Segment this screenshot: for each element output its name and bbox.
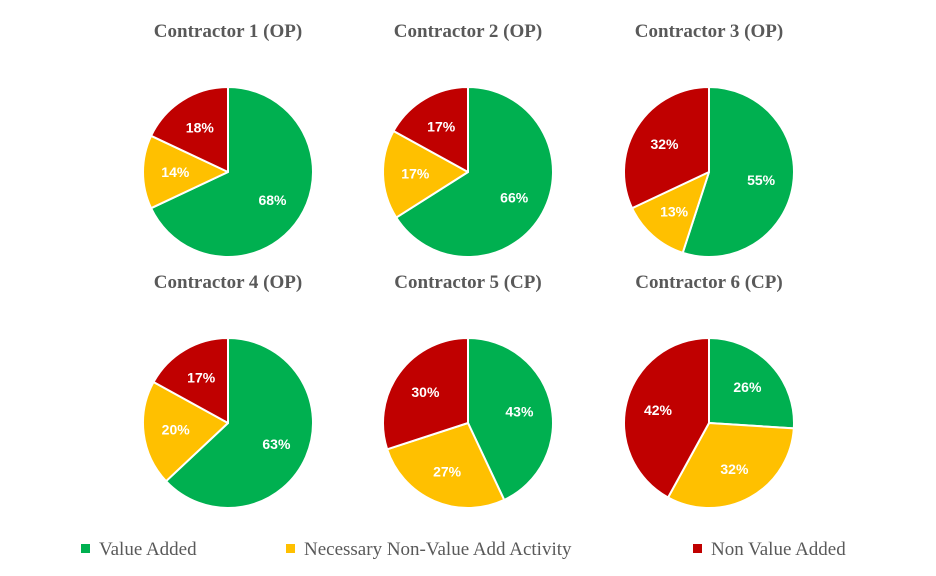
slice-data-label: 26% bbox=[733, 379, 762, 395]
pie-slice bbox=[708, 337, 795, 430]
pie-slice bbox=[667, 422, 795, 509]
pie-slice bbox=[631, 171, 710, 254]
slice-data-label: 20% bbox=[162, 422, 191, 438]
pie-title: Contractor 4 (OP) bbox=[154, 272, 302, 293]
pie-slice bbox=[386, 422, 506, 509]
legend-swatch bbox=[693, 544, 702, 553]
slice-data-label: 17% bbox=[401, 166, 430, 182]
pie-slice bbox=[392, 86, 469, 173]
pie-title: Contractor 1 (OP) bbox=[154, 21, 302, 42]
legend-item: Value Added bbox=[81, 539, 197, 560]
legend-item: Non Value Added bbox=[693, 539, 846, 560]
slice-data-label: 32% bbox=[720, 461, 749, 477]
pie-slice bbox=[142, 381, 229, 483]
slice-data-label: 30% bbox=[411, 384, 440, 400]
slice-data-label: 63% bbox=[262, 436, 291, 452]
pie-slice bbox=[150, 86, 229, 173]
pie-slice bbox=[467, 337, 554, 501]
pie-slice bbox=[382, 130, 469, 219]
legend-swatch bbox=[81, 544, 90, 553]
slice-data-label: 32% bbox=[650, 136, 679, 152]
slice-data-label: 55% bbox=[747, 172, 776, 188]
pie-slice bbox=[382, 337, 469, 451]
pie-title: Contractor 2 (OP) bbox=[394, 21, 542, 42]
pie-slice bbox=[622, 337, 710, 499]
pie-chart-4: Contractor 4 (OP) 63% 20% 17% bbox=[142, 272, 314, 509]
slice-data-label: 27% bbox=[433, 463, 462, 479]
pie-slice bbox=[681, 86, 795, 258]
pie-title: Contractor 5 (CP) bbox=[394, 272, 541, 293]
legend-swatch bbox=[286, 544, 295, 553]
pie-slice bbox=[165, 337, 314, 509]
slice-data-label: 13% bbox=[660, 204, 689, 220]
pie-title: Contractor 6 (CP) bbox=[635, 272, 782, 293]
slice-data-label: 17% bbox=[427, 119, 456, 135]
pie-chart-5: Contractor 5 (CP) 43% 27% 30% bbox=[382, 272, 554, 509]
legend-label: Value Added bbox=[99, 539, 197, 560]
slice-data-label: 66% bbox=[500, 189, 529, 205]
legend-label: Necessary Non-Value Add Activity bbox=[304, 539, 572, 560]
legend-item: Necessary Non-Value Add Activity bbox=[286, 539, 572, 560]
pie-slice bbox=[150, 86, 314, 258]
pie-chart-6: Contractor 6 (CP) 26% 32% 42% bbox=[622, 272, 795, 509]
pie-slice bbox=[395, 86, 554, 258]
slice-data-label: 68% bbox=[258, 192, 287, 208]
slice-data-label: 43% bbox=[505, 404, 534, 420]
slice-data-label: 42% bbox=[644, 402, 673, 418]
pie-chart-1: Contractor 1 (OP) 68% 14% 18% bbox=[142, 21, 314, 258]
legend: Value Added Necessary Non-Value Add Activ… bbox=[81, 539, 846, 560]
pie-slice bbox=[152, 337, 229, 424]
slice-data-label: 14% bbox=[161, 164, 190, 180]
slice-data-label: 18% bbox=[186, 120, 215, 136]
pie-slice bbox=[623, 86, 710, 210]
pie-slice bbox=[142, 134, 229, 210]
pie-chart-3: Contractor 3 (OP) 55% 13% 32% bbox=[623, 21, 795, 258]
slice-data-label: 17% bbox=[187, 370, 216, 386]
pie-title: Contractor 3 (OP) bbox=[635, 21, 783, 42]
pie-chart-2: Contractor 2 (OP) 66% 17% 17% bbox=[382, 21, 554, 258]
legend-label: Non Value Added bbox=[711, 539, 846, 560]
